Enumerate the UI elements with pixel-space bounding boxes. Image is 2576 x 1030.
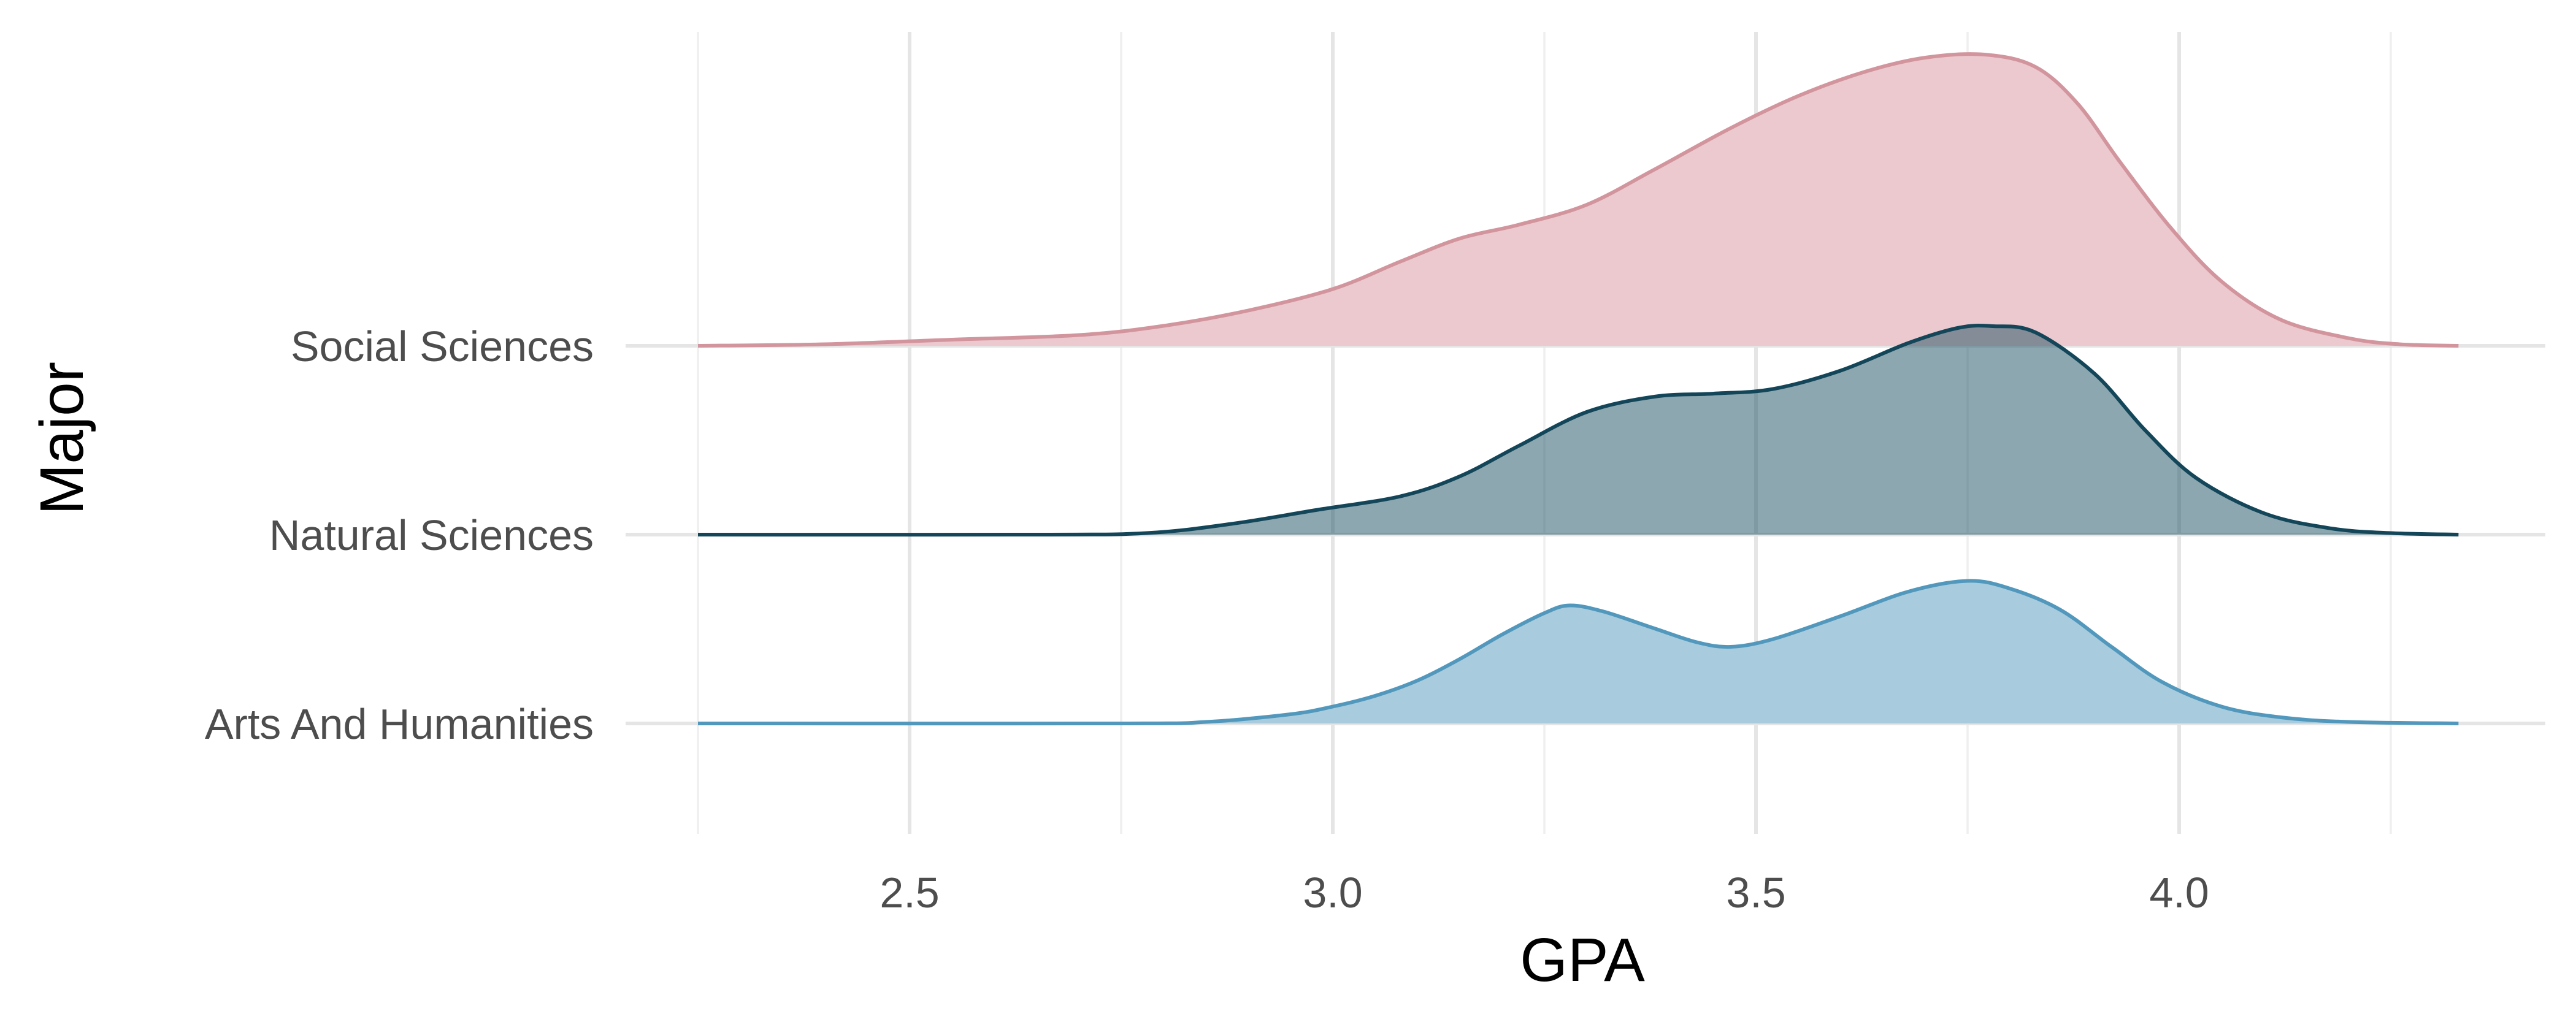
x-tick-label: 4.0 (2149, 869, 2209, 917)
y-axis-title: Major (28, 362, 96, 515)
density-line-natural-sciences (697, 324, 2459, 537)
y-tick-label-social-sciences: Social Sciences (291, 322, 594, 370)
y-tick-label-natural-sciences: Natural Sciences (269, 511, 594, 559)
y-tick-label-arts-and-humanities: Arts And Humanities (205, 700, 594, 748)
x-tick-label: 3.5 (1726, 869, 1785, 917)
density-fill-natural-sciences (698, 326, 2459, 535)
ridge-layer (697, 52, 2459, 726)
density-fill-social-sciences (698, 54, 2459, 346)
label-layer: 2.5 3.0 3.5 4.0 Social Sciences Natural Scien… (205, 322, 2209, 917)
x-tick-label: 3.0 (1303, 869, 1362, 917)
density-fill-arts-and-humanities (698, 581, 2459, 724)
x-axis-title: GPA (1520, 926, 1645, 994)
x-tick-label: 2.5 (880, 869, 939, 917)
density-line-arts-and-humanities (697, 579, 2459, 726)
density-line-social-sciences (697, 52, 2459, 348)
